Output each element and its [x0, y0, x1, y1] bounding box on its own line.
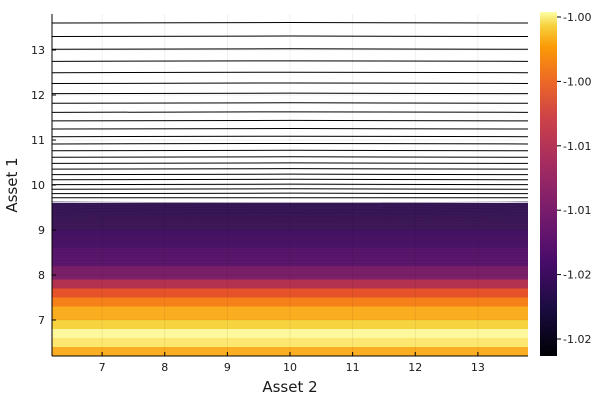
contour-line	[52, 212, 528, 215]
contour-line	[52, 142, 528, 145]
colorbar: -1.00 -1.00 -1.01 -1.01 -1.02 -1.02	[540, 11, 591, 356]
contour-band	[52, 338, 528, 347]
y-tick-label: 10	[31, 179, 45, 192]
colorbar-tick-label: -1.02	[563, 269, 591, 282]
colorbar-tick-label: -1.01	[563, 140, 591, 153]
contour-band	[52, 347, 528, 356]
colorbar-gradient	[540, 12, 557, 356]
contour-line	[52, 183, 528, 186]
contour-line	[52, 204, 528, 207]
contour-line	[52, 178, 528, 181]
contour-line	[52, 205, 528, 209]
x-tick-label: 12	[408, 361, 422, 374]
contour-line	[52, 22, 528, 24]
contour-band	[52, 288, 528, 298]
colorbar-tick-label: -1.00	[563, 11, 591, 24]
y-axis-ticks: 7 8 9 10 11 12 13	[31, 44, 56, 327]
contour-line	[52, 168, 528, 170]
y-tick-label: 13	[31, 44, 45, 57]
y-axis-label: Asset 1	[3, 157, 21, 212]
contour-line	[52, 48, 528, 50]
colorbar-tick-label: -1.02	[563, 333, 591, 346]
x-axis-label: Asset 2	[262, 378, 317, 396]
contour-line	[52, 156, 528, 158]
x-tick-label: 7	[99, 361, 106, 374]
contour-line	[52, 35, 528, 37]
plot-area	[51, 14, 528, 357]
contour-line	[52, 92, 528, 95]
x-tick-label: 13	[471, 361, 485, 374]
contour-line	[52, 201, 528, 204]
contour-line	[52, 216, 528, 219]
contour-line	[52, 135, 528, 138]
contour-band	[52, 297, 528, 307]
contour-line	[52, 207, 528, 211]
contour-line	[52, 202, 528, 205]
contour-line	[52, 111, 528, 113]
y-tick-label: 11	[31, 134, 45, 147]
x-tick-label: 11	[346, 361, 360, 374]
x-tick-label: 9	[224, 361, 231, 374]
contour-line	[52, 128, 528, 130]
x-tick-label: 8	[161, 361, 168, 374]
contour-line	[52, 82, 528, 84]
contour-line	[52, 162, 528, 164]
contour-line	[52, 71, 528, 74]
x-tick-label: 10	[283, 361, 297, 374]
contour-line	[52, 119, 528, 122]
y-tick-label: 12	[31, 89, 45, 102]
contour-line	[52, 208, 528, 212]
contour-line	[52, 173, 528, 176]
x-axis-ticks: 7 8 9 10 11 12 13	[99, 352, 485, 374]
y-tick-label: 7	[38, 314, 45, 327]
contour-lines	[52, 22, 528, 279]
contour-line	[52, 215, 528, 217]
colorbar-tick-label: -1.01	[563, 204, 591, 217]
contour-band	[52, 279, 528, 289]
colorbar-tick-label: -1.00	[563, 75, 591, 88]
contour-line	[52, 60, 528, 62]
contour-line	[52, 210, 528, 213]
y-tick-label: 8	[38, 269, 45, 282]
contour-band	[52, 306, 528, 320]
contour-band	[52, 329, 528, 338]
colorbar-ticks: -1.00 -1.00 -1.01 -1.01 -1.02 -1.02	[557, 11, 591, 346]
gridlines	[52, 14, 528, 356]
contour-line	[52, 102, 528, 104]
contour-line	[52, 188, 528, 190]
contour-band	[52, 320, 528, 329]
contour-line	[52, 149, 528, 152]
contour-line	[52, 192, 528, 195]
contour-line	[52, 213, 528, 216]
y-tick-label: 9	[38, 224, 45, 237]
